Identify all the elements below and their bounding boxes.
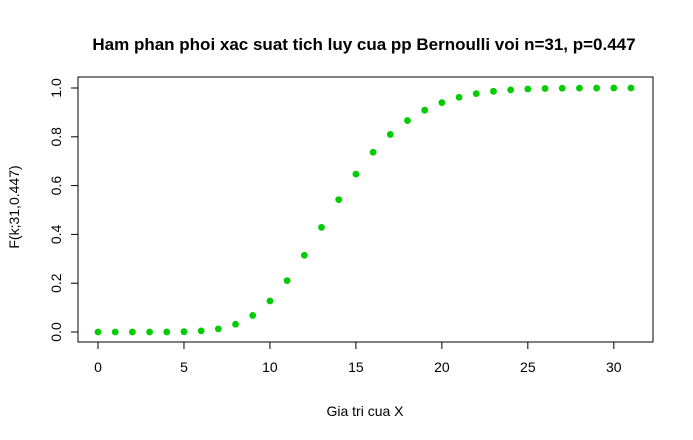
data-point: [283, 277, 291, 284]
data-point: [593, 84, 601, 92]
data-point: [249, 312, 257, 319]
data-point: [386, 131, 394, 138]
data-point: [472, 90, 480, 98]
data-point: [214, 325, 222, 333]
x-tick-label: 30: [606, 359, 622, 375]
data-point: [541, 85, 549, 92]
x-tick-label: 5: [180, 359, 188, 375]
data-point: [318, 223, 325, 231]
data-point: [558, 84, 566, 92]
data-point: [610, 84, 618, 92]
data-point: [94, 328, 102, 336]
x-tick-label: 25: [520, 359, 536, 375]
data-point: [197, 327, 205, 335]
y-tick-label: 0.0: [48, 322, 64, 342]
y-tick-label: 0.6: [48, 176, 64, 196]
data-point: [146, 328, 153, 336]
y-axis: 0.0 0.2 0.4 0.6 0.8 1.0: [48, 78, 78, 342]
data-point: [627, 84, 635, 92]
data-point: [369, 148, 377, 156]
data-point: [266, 297, 274, 305]
x-tick-label: 15: [348, 359, 364, 375]
data-points: [94, 84, 635, 336]
data-point: [300, 251, 308, 259]
data-point: [524, 85, 532, 93]
data-point: [128, 328, 136, 336]
data-point: [421, 106, 429, 114]
y-tick-label: 0.4: [48, 224, 64, 244]
y-axis-label: F(k;31,0.447): [6, 165, 22, 248]
plot-frame: [77, 76, 654, 343]
x-axis: 0 5 10 15 20 25 30: [94, 342, 622, 375]
y-tick-label: 0.8: [48, 127, 64, 147]
data-point: [438, 99, 446, 107]
data-point: [576, 84, 583, 92]
data-point: [455, 93, 463, 101]
x-axis-label: Gia tri cua X: [326, 403, 404, 419]
data-point: [180, 328, 188, 336]
x-tick-label: 10: [262, 359, 278, 375]
data-point: [335, 196, 343, 204]
data-point: [232, 320, 239, 328]
x-tick-label: 0: [94, 359, 102, 375]
data-point: [507, 86, 515, 94]
chart-title: Ham phan phoi xac suat tich luy cua pp B…: [92, 35, 635, 54]
data-point: [404, 117, 411, 124]
data-point: [111, 328, 119, 336]
y-tick-label: 1.0: [48, 78, 64, 98]
x-tick-label: 20: [434, 359, 450, 375]
y-tick-label: 0.2: [48, 273, 64, 293]
data-point: [490, 87, 497, 95]
data-point: [163, 328, 171, 336]
data-point: [352, 170, 360, 178]
